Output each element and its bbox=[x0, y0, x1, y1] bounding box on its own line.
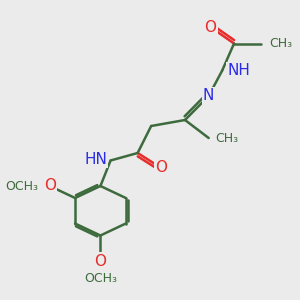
Text: O: O bbox=[155, 160, 167, 175]
Text: O: O bbox=[44, 178, 56, 194]
Text: NH: NH bbox=[227, 63, 250, 78]
Text: HN: HN bbox=[84, 152, 107, 166]
Text: O: O bbox=[204, 20, 216, 34]
Text: N: N bbox=[203, 88, 214, 104]
Text: OCH₃: OCH₃ bbox=[5, 179, 38, 193]
Text: CH₃: CH₃ bbox=[215, 131, 238, 145]
Text: OCH₃: OCH₃ bbox=[84, 272, 117, 284]
Text: CH₃: CH₃ bbox=[270, 37, 293, 50]
Text: O: O bbox=[94, 254, 106, 268]
